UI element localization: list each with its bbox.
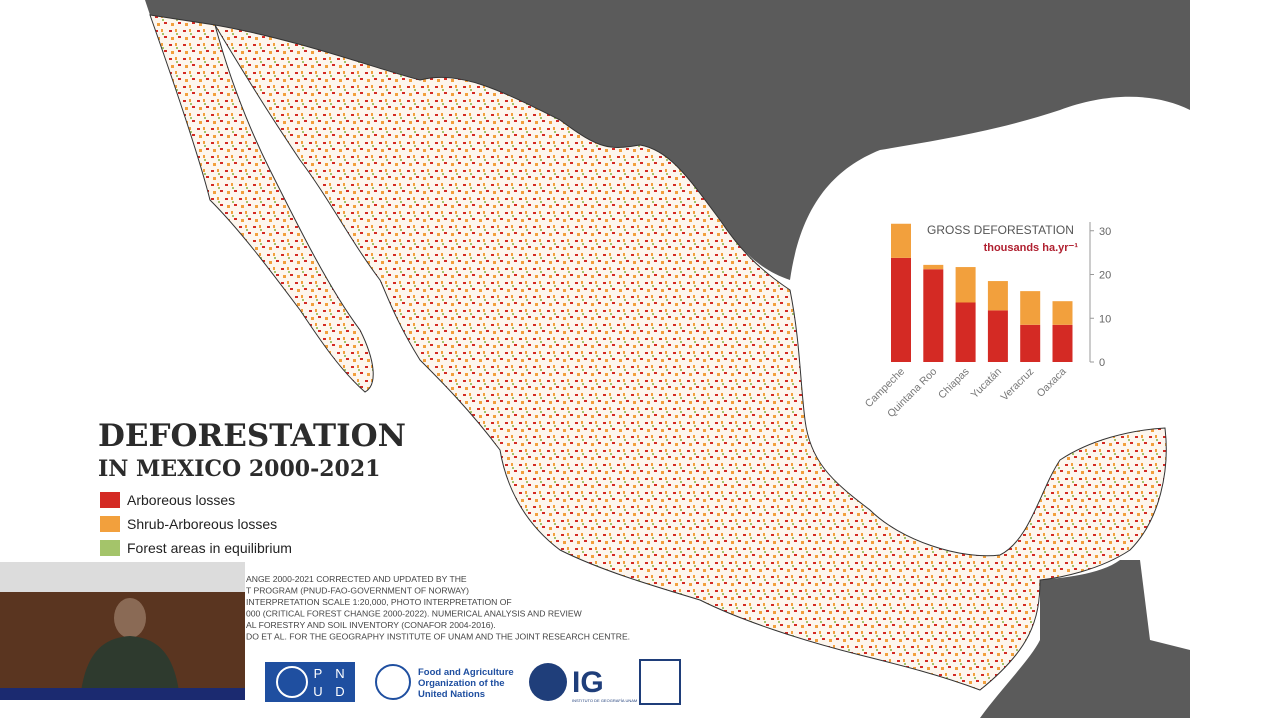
legend-label: Forest areas in equilibrium — [127, 540, 292, 556]
bar-segment — [1020, 324, 1041, 362]
inset-chart: GROSS DEFORESTATION thousands ha.yr⁻¹ 0 1… — [863, 222, 1111, 420]
source-line: AL FORESTRY AND SOIL INVENTORY (CONAFOR … — [246, 620, 496, 630]
x-tick-label: Oaxaca — [1035, 366, 1069, 400]
bar-segment — [891, 257, 911, 362]
bar-segment — [987, 281, 1008, 311]
speaker-body — [80, 636, 180, 700]
bar-segment — [955, 302, 976, 362]
source-line: DO ET AL. FOR THE GEOGRAPHY INSTITUTE OF… — [246, 632, 630, 642]
y-tick-label: 10 — [1099, 313, 1111, 325]
guatemala-land — [980, 560, 1190, 718]
legend-swatch — [100, 540, 120, 556]
fao-emblem — [375, 664, 411, 700]
legend-label: Shrub-Arboreous losses — [127, 516, 277, 532]
baja-california — [149, 14, 374, 393]
usa-land — [145, 0, 1190, 280]
pnud-letter: P — [314, 666, 323, 681]
bar-segment — [1020, 291, 1041, 325]
legend-swatch — [100, 492, 120, 508]
x-tick-label: Chiapas — [936, 366, 972, 402]
source-line: T PROGRAM (PNUD-FAO-GOVERNMENT OF NORWAY… — [246, 586, 469, 596]
unam-logo — [639, 659, 681, 705]
ig-sub: INSTITUTO DE GEOGRAFÍA UNAM — [572, 698, 637, 703]
ig-logo: IG — [572, 666, 604, 699]
chart-title: GROSS DEFORESTATION — [927, 223, 1074, 237]
bar-segment — [891, 223, 911, 258]
bar-segment — [1052, 324, 1073, 362]
bar-segment — [987, 310, 1008, 362]
pnud-letter: U — [313, 684, 322, 699]
bar-segment — [955, 267, 976, 303]
webcam-overlay — [0, 562, 245, 700]
desk — [0, 688, 245, 700]
pnud-logo — [265, 662, 355, 702]
legend-swatch — [100, 516, 120, 532]
x-tick-label: Veracruz — [999, 366, 1037, 404]
source-line: ANGE 2000-2021 CORRECTED AND UPDATED BY … — [246, 574, 467, 584]
un-emblem — [276, 666, 308, 698]
bar-segment — [1052, 301, 1073, 325]
map-title: DEFORESTATION — [98, 418, 406, 454]
fao-text: United Nations — [418, 689, 485, 700]
bar-segment — [923, 264, 944, 270]
fao-text: Food and Agriculture — [418, 667, 514, 678]
pnud-letter: N — [335, 666, 344, 681]
chart-subtitle: thousands ha.yr⁻¹ — [984, 242, 1079, 254]
source-line: INTERPRETATION SCALE 1:20,000, PHOTO INT… — [246, 597, 512, 607]
y-tick-label: 0 — [1099, 357, 1105, 369]
y-tick-label: 30 — [1099, 226, 1111, 238]
map-subtitle: IN MEXICO 2000-2021 — [98, 456, 380, 482]
y-tick-label: 20 — [1099, 270, 1111, 282]
legend: Arboreous losses Shrub-Arboreous losses Fo… — [100, 492, 292, 556]
ig-emblem — [529, 663, 567, 701]
webcam-wall — [0, 562, 245, 592]
fao-text: Organization of the — [418, 678, 505, 689]
source-line: 000 (CRITICAL FOREST CHANGE 2000-2022). … — [246, 609, 583, 619]
pnud-letter: D — [335, 684, 344, 699]
mexico-map — [214, 24, 1167, 691]
bar-segment — [923, 269, 944, 362]
legend-label: Arboreous losses — [127, 492, 235, 508]
sources: ANGE 2000-2021 CORRECTED AND UPDATED BY … — [246, 574, 630, 642]
speaker-head — [114, 598, 146, 638]
